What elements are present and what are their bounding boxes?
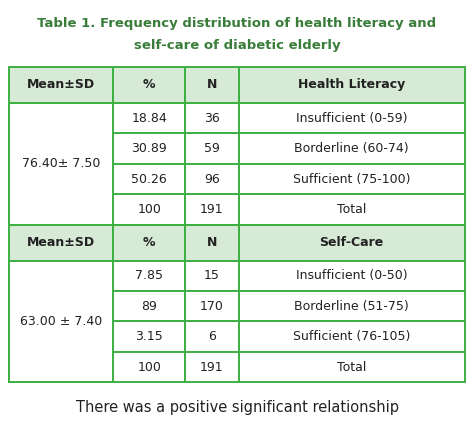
Bar [9, 352, 113, 382]
Text: 89: 89 [141, 300, 157, 313]
Bar [113, 194, 185, 225]
Bar [9, 103, 113, 133]
Bar [113, 321, 185, 352]
Bar [113, 164, 185, 194]
Bar [185, 225, 239, 260]
Bar [113, 103, 185, 133]
Bar [9, 103, 113, 225]
Text: Health Literacy: Health Literacy [298, 79, 405, 92]
Text: Borderline (51-75): Borderline (51-75) [294, 300, 409, 313]
Text: N: N [207, 236, 217, 249]
Text: Sufficient (75-100): Sufficient (75-100) [293, 172, 410, 185]
Text: Total: Total [337, 203, 366, 216]
Text: Mean±SD: Mean±SD [27, 236, 95, 249]
Text: self-care of diabetic elderly: self-care of diabetic elderly [134, 39, 340, 52]
Text: 6: 6 [208, 330, 216, 343]
Text: Self-Care: Self-Care [319, 236, 384, 249]
Bar [9, 133, 113, 164]
Bar [9, 291, 113, 321]
Bar [9, 67, 113, 103]
Bar [9, 164, 113, 194]
Bar [185, 194, 239, 225]
Text: %: % [143, 79, 155, 92]
Bar [239, 291, 465, 321]
Bar [9, 321, 113, 352]
Bar [239, 321, 465, 352]
Text: Mean±SD: Mean±SD [27, 79, 95, 92]
Text: Table 1. Frequency distribution of health literacy and: Table 1. Frequency distribution of healt… [37, 17, 437, 30]
Text: 191: 191 [200, 361, 224, 374]
Bar [113, 67, 185, 103]
Text: There was a positive significant relationship: There was a positive significant relatio… [75, 400, 399, 415]
Text: 76.40± 7.50: 76.40± 7.50 [22, 157, 100, 170]
Bar [113, 133, 185, 164]
Text: 30.89: 30.89 [131, 142, 167, 155]
Bar [185, 291, 239, 321]
Bar [185, 164, 239, 194]
Text: Insufficient (0-50): Insufficient (0-50) [296, 269, 408, 283]
Text: 59: 59 [204, 142, 220, 155]
Bar [185, 133, 239, 164]
Bar [113, 352, 185, 382]
Bar [239, 103, 465, 133]
Text: %: % [143, 236, 155, 249]
Bar [239, 352, 465, 382]
Bar [185, 103, 239, 133]
Text: 7.85: 7.85 [135, 269, 163, 283]
Text: 50.26: 50.26 [131, 172, 167, 185]
Bar [9, 260, 113, 291]
Bar [9, 194, 113, 225]
Text: 15: 15 [204, 269, 220, 283]
Text: 63.00 ± 7.40: 63.00 ± 7.40 [20, 315, 102, 328]
Bar [113, 260, 185, 291]
Text: N: N [207, 79, 217, 92]
Bar [9, 225, 113, 260]
Text: 191: 191 [200, 203, 224, 216]
Bar [239, 67, 465, 103]
Text: Sufficient (76-105): Sufficient (76-105) [293, 330, 410, 343]
Bar [185, 352, 239, 382]
Text: 3.15: 3.15 [135, 330, 163, 343]
Text: 100: 100 [137, 361, 161, 374]
Text: Borderline (60-74): Borderline (60-74) [294, 142, 409, 155]
Text: 96: 96 [204, 172, 220, 185]
Bar [185, 260, 239, 291]
Bar [239, 260, 465, 291]
Text: 100: 100 [137, 203, 161, 216]
Text: Total: Total [337, 361, 366, 374]
Bar [185, 321, 239, 352]
Bar [239, 225, 465, 260]
Text: 18.84: 18.84 [131, 111, 167, 125]
Bar [113, 225, 185, 260]
Text: 170: 170 [200, 300, 224, 313]
Bar [239, 194, 465, 225]
Text: 36: 36 [204, 111, 220, 125]
Text: Insufficient (0-59): Insufficient (0-59) [296, 111, 408, 125]
Bar [9, 260, 113, 382]
Bar [113, 291, 185, 321]
Bar [239, 164, 465, 194]
Bar [239, 133, 465, 164]
Bar [185, 67, 239, 103]
